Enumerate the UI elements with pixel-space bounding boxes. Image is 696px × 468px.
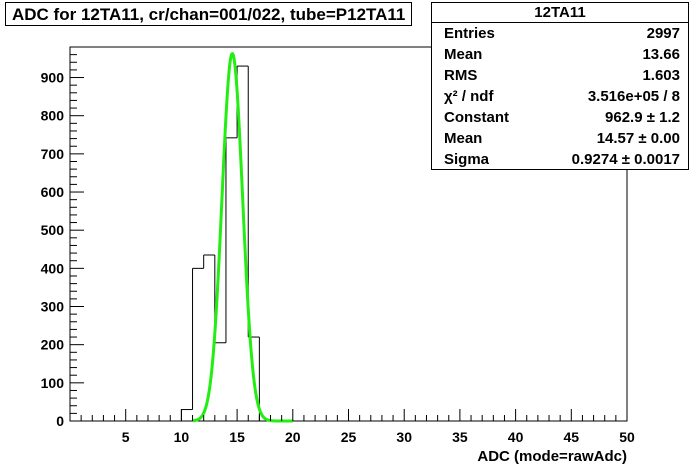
y-tick-label: 500 bbox=[41, 222, 65, 238]
y-tick-label: 800 bbox=[41, 108, 65, 124]
x-tick-label: 45 bbox=[564, 429, 580, 445]
stats-value: 1.603 bbox=[642, 67, 680, 84]
chart-title: ADC for 12TA11, cr/chan=001/022, tube=P1… bbox=[5, 2, 413, 26]
stats-value: 3.516e+05 / 8 bbox=[587, 88, 680, 105]
stats-label: Mean bbox=[444, 46, 483, 63]
x-tick-label: 10 bbox=[174, 429, 190, 445]
x-axis: 5 10 15 20 25 30 35 40 45 50 bbox=[69, 409, 635, 445]
stats-row: Mean 14.57 ± 0.00 bbox=[432, 128, 688, 149]
x-axis-label: ADC (mode=rawAdc) bbox=[477, 448, 627, 465]
stats-value: 2997 bbox=[646, 25, 680, 42]
fit-curve bbox=[191, 52, 294, 423]
stats-label: χ² / ndf bbox=[444, 88, 494, 105]
y-tick-label: 900 bbox=[41, 70, 65, 86]
y-axis: 0 100 200 300 400 500 600 700 800 900 bbox=[41, 46, 84, 429]
stats-label: Sigma bbox=[444, 151, 490, 168]
x-tick-label: 20 bbox=[285, 429, 301, 445]
stats-row: Entries 2997 bbox=[432, 23, 688, 44]
stats-row: Mean 13.66 bbox=[432, 44, 688, 65]
y-tick-label: 100 bbox=[41, 375, 65, 391]
stats-label: Constant bbox=[444, 109, 509, 126]
y-tick-label: 600 bbox=[41, 184, 65, 200]
stats-value: 13.66 bbox=[642, 46, 680, 63]
stats-value: 962.9 ± 1.2 bbox=[605, 109, 680, 126]
stats-value: 14.57 ± 0.00 bbox=[596, 130, 680, 147]
stats-row: RMS 1.603 bbox=[432, 65, 688, 86]
y-tick-label: 400 bbox=[41, 260, 65, 276]
x-tick-label: 25 bbox=[341, 429, 357, 445]
y-tick-label: 0 bbox=[56, 413, 64, 429]
stats-row: χ² / ndf 3.516e+05 / 8 bbox=[432, 86, 688, 107]
stats-rows: Entries 2997 Mean 13.66 RMS 1.603 χ² / ndf 3.51… bbox=[432, 23, 688, 170]
stats-label: Entries bbox=[444, 25, 495, 42]
stats-label: RMS bbox=[444, 67, 478, 84]
stats-box: 12TA11 Entries 2997 Mean 13.66 RMS 1.603 χ² / … bbox=[431, 2, 689, 170]
gaussian-fit bbox=[191, 52, 294, 423]
stats-value: 0.9274 ± 0.0017 bbox=[571, 151, 680, 168]
stats-row: Constant 962.9 ± 1.2 bbox=[432, 107, 688, 128]
y-tick-label: 200 bbox=[41, 337, 65, 353]
x-tick-label: 35 bbox=[452, 429, 468, 445]
stats-title: 12TA11 bbox=[432, 3, 688, 23]
x-tick-label: 30 bbox=[396, 429, 412, 445]
y-tick-label: 700 bbox=[41, 146, 65, 162]
histogram bbox=[180, 65, 260, 421]
x-tick-label: 50 bbox=[619, 429, 635, 445]
y-tick-label: 300 bbox=[41, 299, 65, 315]
x-tick-label: 40 bbox=[508, 429, 524, 445]
x-tick-label: 5 bbox=[122, 429, 130, 445]
stats-row: Sigma 0.9274 ± 0.0017 bbox=[432, 149, 688, 170]
x-tick-label: 15 bbox=[229, 429, 245, 445]
stats-label: Mean bbox=[444, 130, 483, 147]
